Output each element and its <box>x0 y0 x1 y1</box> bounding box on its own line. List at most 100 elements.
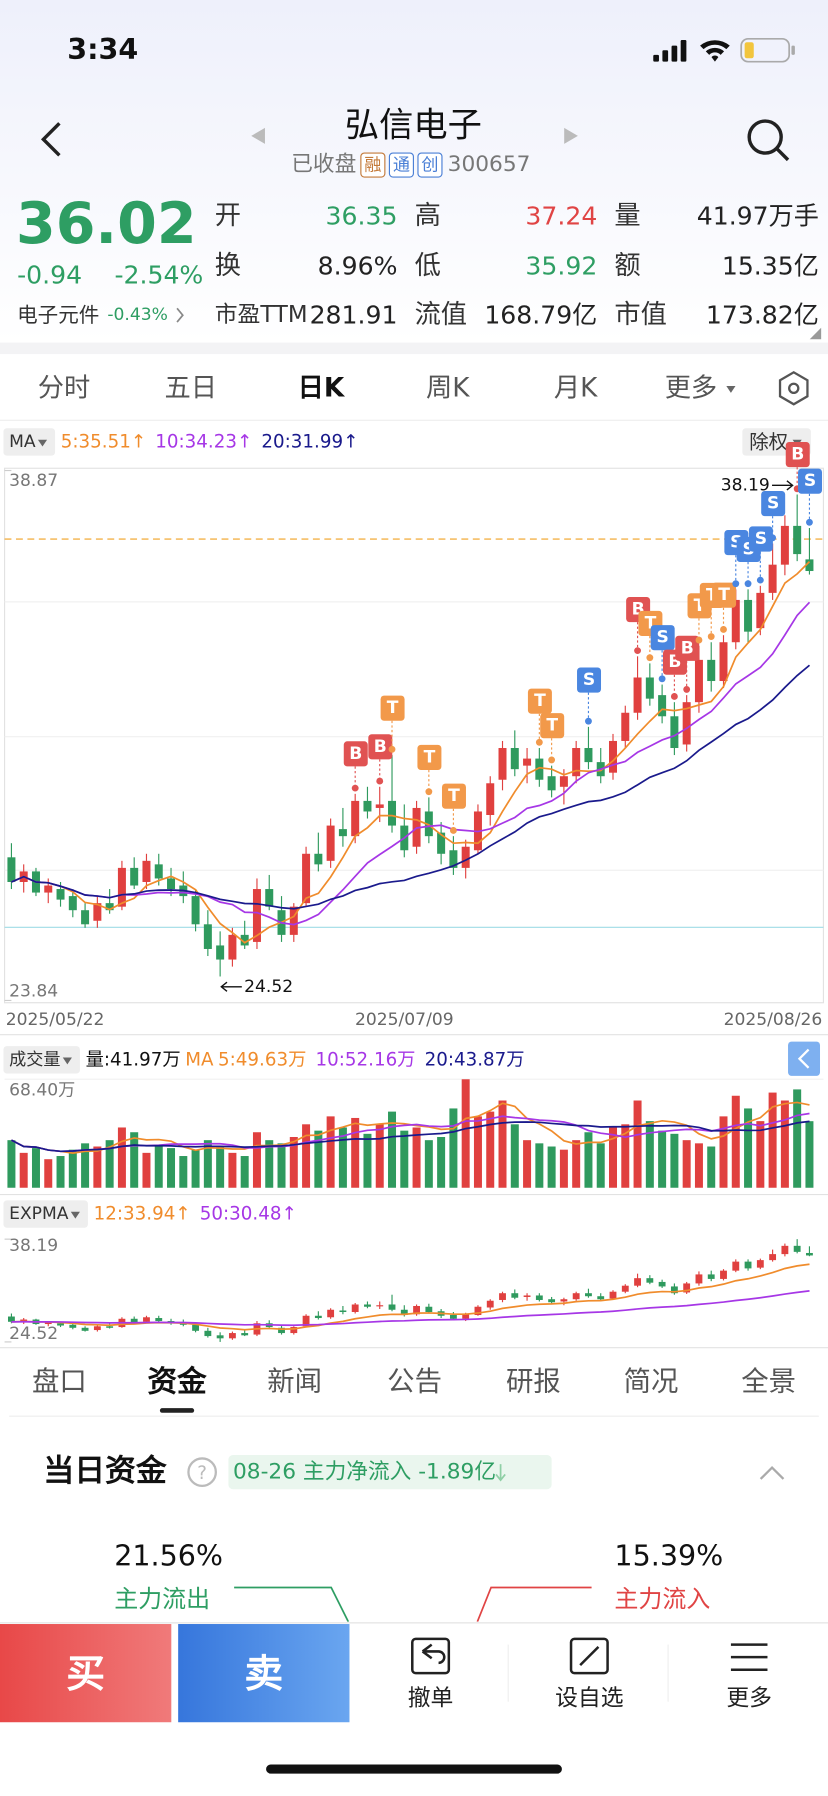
candle-body <box>584 748 593 763</box>
buy-button[interactable] <box>0 1624 172 1723</box>
chart-tab[interactable]: 五日 <box>164 373 217 403</box>
info-tab[interactable]: 简况 <box>624 1366 679 1397</box>
status-time: 3:34 <box>67 32 138 66</box>
expma-candle-body <box>769 1254 777 1261</box>
volume-bar <box>167 1148 176 1188</box>
candle-body <box>780 525 789 565</box>
sell-label[interactable]: 卖 <box>244 1652 283 1697</box>
volume-bar <box>289 1136 298 1188</box>
signal-text: S <box>804 471 816 491</box>
expma-candle-body <box>756 1260 764 1268</box>
expma-candle-body <box>327 1309 335 1318</box>
tool-label[interactable]: 撤单 <box>408 1685 454 1711</box>
candle-body <box>351 800 360 837</box>
volume-bar <box>424 1140 433 1188</box>
expma-candle-body <box>597 1296 605 1300</box>
field-value: 168.79亿 <box>484 301 597 330</box>
volume-bar <box>694 1143 703 1188</box>
stock-state: 已收盘 <box>291 152 356 177</box>
volume-bar <box>216 1146 225 1188</box>
fund-net: 08-26 主力净流入 -1.89亿 <box>233 1460 496 1485</box>
legend-box <box>3 1046 80 1074</box>
search-icon[interactable] <box>747 119 790 162</box>
candle-body <box>510 748 519 770</box>
chart-tab[interactable]: 日K <box>298 373 346 403</box>
collapse-tab[interactable] <box>788 1041 821 1076</box>
chart-tab[interactable]: 月K <box>554 373 598 403</box>
legend-item: 5:49.63万 <box>218 1049 306 1070</box>
info-tab[interactable]: 公告 <box>387 1366 442 1397</box>
chart-tab[interactable]: 分时 <box>38 373 91 403</box>
expma-candle-body <box>535 1295 543 1300</box>
candle-body <box>744 599 753 632</box>
info-tab[interactable]: 盘口 <box>32 1366 87 1397</box>
collapse-caret[interactable] <box>759 1465 785 1480</box>
candle-body <box>670 716 679 749</box>
expma-candle-body <box>216 1335 224 1339</box>
field-label: 量 <box>614 201 640 231</box>
y-tick-label: 38.87 <box>9 471 58 491</box>
legend-label: MA <box>9 432 36 452</box>
volume-bar <box>510 1124 519 1188</box>
sell-button[interactable] <box>178 1624 350 1723</box>
volume-bar <box>596 1143 605 1188</box>
candle-body <box>682 702 691 745</box>
expma-candle-body <box>204 1330 212 1337</box>
volume-bar <box>547 1146 556 1188</box>
legend-box <box>3 1200 88 1228</box>
tool-label[interactable]: 更多 <box>726 1685 772 1711</box>
field-value: 15.35亿 <box>722 252 819 281</box>
expma-candle-body <box>413 1305 420 1315</box>
back-icon[interactable] <box>40 122 61 157</box>
volume-bar <box>203 1140 212 1188</box>
expma-candle-body <box>499 1293 506 1300</box>
expma-candle-body <box>732 1261 740 1271</box>
candle-body <box>793 525 802 555</box>
buy-label[interactable]: 买 <box>66 1652 105 1697</box>
expma-candle-body <box>93 1326 101 1331</box>
volume-bar <box>670 1133 679 1188</box>
candle-body <box>719 642 728 682</box>
candle-body <box>498 748 507 780</box>
flow-pill <box>228 1454 552 1490</box>
legend-text: 量:41.97万 <box>86 1049 181 1070</box>
volume-bar <box>240 1156 249 1188</box>
signal-dot <box>769 534 777 542</box>
chart-tab[interactable]: 更多 <box>665 373 718 403</box>
volume-bar <box>326 1116 335 1188</box>
volume-bar <box>756 1121 765 1188</box>
candle-body <box>154 864 163 879</box>
dropdown-icon <box>726 386 736 393</box>
volume-bar <box>252 1132 261 1188</box>
next-icon[interactable] <box>564 127 578 144</box>
info-tab[interactable]: 资金 <box>147 1364 207 1399</box>
signal-box <box>675 635 700 661</box>
prev-icon[interactable] <box>251 127 265 144</box>
candle-body <box>707 659 716 682</box>
volume-bar <box>388 1111 397 1188</box>
candle-body <box>314 853 323 865</box>
info-tab[interactable]: 全景 <box>741 1366 796 1397</box>
tool-label[interactable]: 设自选 <box>555 1685 624 1711</box>
expma-candle-body <box>314 1315 322 1319</box>
help-icon[interactable]: ? <box>187 1457 217 1487</box>
signal-dot <box>425 788 433 796</box>
fund-in-pct: 15.39% <box>614 1538 723 1572</box>
field-value: 36.35 <box>326 201 398 230</box>
volume-bar <box>338 1127 347 1188</box>
info-tab[interactable]: 研报 <box>506 1366 561 1397</box>
adjust-label[interactable]: 除权 <box>749 430 788 453</box>
volume-bar <box>265 1140 274 1188</box>
info-tab[interactable]: 新闻 <box>267 1366 322 1397</box>
settings-icon[interactable] <box>778 370 809 406</box>
signal-dot <box>732 580 740 588</box>
field-value: 281.91 <box>310 301 398 330</box>
ma-line <box>11 561 811 944</box>
volume-bar <box>412 1127 421 1188</box>
low-label: 24.52 <box>244 977 293 997</box>
flow-line <box>234 1586 350 1623</box>
candle-body <box>228 934 237 960</box>
chart-tab[interactable]: 周K <box>426 373 470 403</box>
signal-box <box>650 625 675 651</box>
